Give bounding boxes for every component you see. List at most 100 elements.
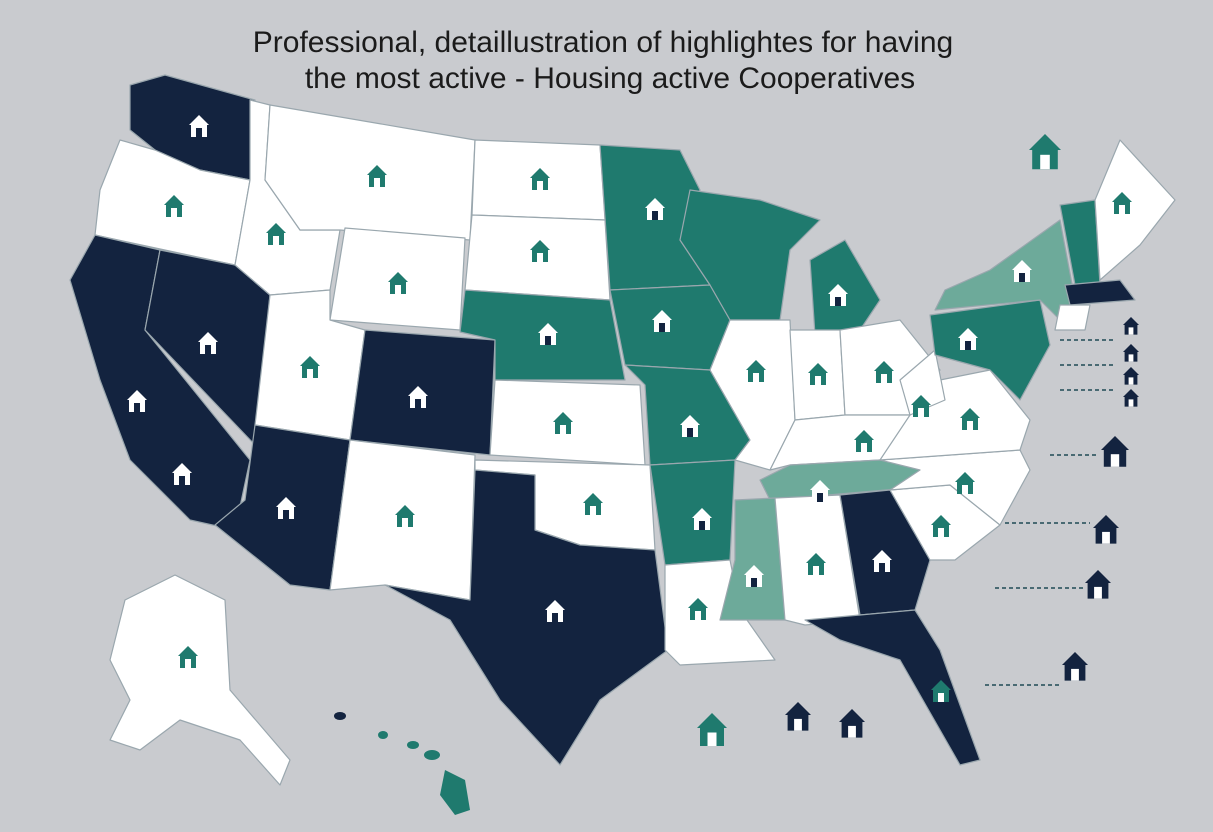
- house-icon: [402, 518, 408, 527]
- house-icon: [645, 198, 665, 220]
- house-icon: [744, 565, 764, 587]
- house-icon: [1110, 454, 1120, 467]
- house-icon: [388, 272, 408, 294]
- house-icon: [374, 178, 380, 187]
- state: [1064, 279, 1136, 306]
- island: [334, 712, 346, 720]
- house-icon: [680, 415, 700, 437]
- house-icon: [560, 425, 566, 434]
- house-icon: [707, 732, 717, 746]
- house-icon: [652, 211, 658, 220]
- house-icon: [164, 195, 184, 217]
- house-icon: [530, 168, 550, 190]
- title-line: the most active - Housing active Coopera…: [305, 62, 915, 95]
- house-icon: [178, 646, 198, 668]
- house-icon: [1123, 317, 1139, 335]
- house-icon: [1085, 570, 1111, 599]
- house-icon: [545, 336, 551, 345]
- state: [384, 469, 669, 766]
- house-icon: [395, 505, 415, 527]
- house-icon: [1128, 399, 1134, 407]
- house-icon: [1123, 344, 1139, 362]
- house-icon: [881, 374, 887, 383]
- house-icon: [537, 253, 543, 262]
- island: [378, 731, 388, 739]
- house-icon: [552, 613, 558, 622]
- house-icon: [196, 128, 202, 137]
- house-icon: [854, 430, 874, 452]
- house-icon: [553, 412, 573, 434]
- house-icon: [583, 493, 603, 515]
- house-icon: [590, 506, 596, 515]
- house-icon: [835, 297, 841, 306]
- house-icon: [134, 403, 140, 412]
- house-icon: [1071, 668, 1079, 681]
- house-icon: [266, 223, 286, 245]
- house-icon: [530, 240, 550, 262]
- title-line: Professional, detaillustration of highli…: [253, 26, 953, 59]
- state: [1094, 139, 1176, 281]
- house-icon: [1128, 354, 1134, 362]
- house-icon: [198, 332, 218, 354]
- house-icon: [300, 356, 320, 378]
- house-icon: [276, 497, 296, 519]
- house-icon: [1029, 134, 1061, 170]
- house-icon: [692, 508, 712, 530]
- house-icon: [687, 428, 693, 437]
- house-icon: [813, 566, 819, 575]
- island: [424, 750, 440, 760]
- house-icon: [872, 550, 892, 572]
- house-icon: [967, 421, 973, 430]
- house-icon: [652, 310, 672, 332]
- island: [407, 741, 419, 749]
- house-icon: [171, 208, 177, 217]
- house-icon: [283, 510, 289, 519]
- house-icon: [307, 369, 313, 378]
- house-icon: [1123, 389, 1139, 407]
- house-icon: [817, 493, 823, 502]
- house-icon: [205, 345, 211, 354]
- house-icon: [1128, 327, 1134, 335]
- house-icon: [806, 553, 826, 575]
- house-icon: [746, 360, 766, 382]
- house-icon: [367, 165, 387, 187]
- state: [664, 559, 776, 666]
- state: [719, 497, 786, 621]
- house-icon: [408, 386, 428, 408]
- house-icon: [273, 236, 279, 245]
- house-icons: [127, 115, 1139, 746]
- house-icon: [879, 563, 885, 572]
- house-icon: [1019, 273, 1025, 282]
- state: [649, 459, 736, 566]
- house-icon: [189, 115, 209, 137]
- house-icon: [810, 480, 830, 502]
- house-icon: [861, 443, 867, 452]
- house-icon: [1112, 192, 1132, 214]
- house-icon: [1094, 586, 1102, 599]
- island: [440, 770, 470, 815]
- house-icon: [931, 680, 951, 702]
- house-icon: [545, 600, 565, 622]
- state: [804, 609, 981, 766]
- house-icon: [958, 328, 978, 350]
- house-icon: [695, 611, 701, 620]
- house-icon: [415, 399, 421, 408]
- house-icon: [179, 476, 185, 485]
- house-icon: [808, 363, 828, 385]
- house-icon: [699, 521, 705, 530]
- house-icon: [127, 390, 147, 412]
- house-icon: [1119, 205, 1125, 214]
- house-icon: [965, 341, 971, 350]
- house-icon: [931, 515, 951, 537]
- house-icon: [960, 408, 980, 430]
- house-icon: [185, 659, 191, 668]
- house-icon: [172, 463, 192, 485]
- house-icon: [955, 472, 975, 494]
- house-icon: [1062, 652, 1088, 681]
- house-icon: [697, 713, 727, 746]
- house-icon: [1093, 515, 1119, 544]
- house-icon: [962, 485, 968, 494]
- house-icon: [688, 598, 708, 620]
- house-icon: [1123, 367, 1139, 385]
